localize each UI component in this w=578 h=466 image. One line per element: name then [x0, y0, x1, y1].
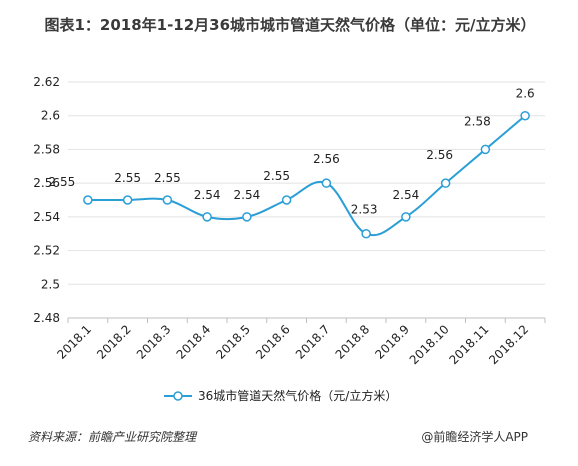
data-label: 2.56 — [426, 148, 453, 162]
data-point — [520, 110, 530, 121]
data-point — [321, 178, 332, 188]
x-tick-label: 2018.3 — [134, 322, 174, 362]
y-tick-label: 2.48 — [33, 311, 60, 325]
data-point — [83, 195, 93, 205]
data-label: 2.54 — [393, 188, 420, 202]
y-tick-label: 2.56 — [33, 176, 60, 190]
data-point — [122, 195, 133, 205]
data-point — [401, 212, 411, 222]
data-label: 2.54 — [234, 188, 261, 202]
x-tick-label: 2018.12 — [486, 322, 531, 367]
brand-credit: @前瞻经济学人APP — [421, 430, 528, 444]
data-label: 2.55 — [49, 175, 76, 189]
data-label: 2.55 — [114, 171, 141, 185]
data-point — [480, 144, 491, 155]
y-tick-label: 2.52 — [33, 244, 60, 258]
x-tick-label: 2018.5 — [213, 322, 253, 362]
x-tick-label: 2018.2 — [94, 322, 134, 362]
source-note: 资料来源：前瞻产业研究院整理 — [28, 430, 197, 444]
data-label: 2.53 — [351, 203, 378, 217]
x-tick-label: 2018.1 — [54, 322, 94, 362]
data-label: 2.54 — [194, 188, 221, 202]
x-tick-label: 2018.8 — [333, 322, 373, 362]
data-point — [162, 195, 173, 205]
data-label: 2.55 — [154, 171, 181, 185]
legend-label: 36城市管道天然气价格（元/立方米） — [198, 388, 397, 403]
y-tick-label: 2.54 — [33, 210, 60, 224]
data-point — [202, 212, 212, 222]
y-tick-label: 2.58 — [33, 142, 60, 156]
data-label: 2.6 — [516, 87, 535, 101]
data-point — [281, 195, 292, 205]
y-tick-label: 2.6 — [41, 109, 60, 123]
data-point — [242, 212, 252, 222]
x-tick-label: 2018.11 — [447, 322, 492, 367]
x-tick-label: 2018.6 — [253, 322, 293, 362]
y-tick-label: 2.5 — [41, 277, 60, 291]
x-tick-label: 2018.7 — [293, 322, 333, 362]
data-label: 2.55 — [263, 169, 290, 183]
data-point — [361, 228, 371, 239]
data-label: 2.56 — [313, 152, 340, 166]
y-tick-label: 2.62 — [33, 75, 60, 89]
x-tick-label: 2018.10 — [407, 322, 452, 367]
x-tick-label: 2018.9 — [372, 322, 412, 362]
legend-marker — [173, 391, 183, 401]
data-point — [440, 178, 451, 188]
x-tick-label: 2018.4 — [174, 322, 214, 362]
chart-title: 图表1：2018年1-12月36城市城市管道天然气价格（单位：元/立方米） — [44, 16, 536, 34]
data-label: 2.58 — [464, 114, 491, 128]
